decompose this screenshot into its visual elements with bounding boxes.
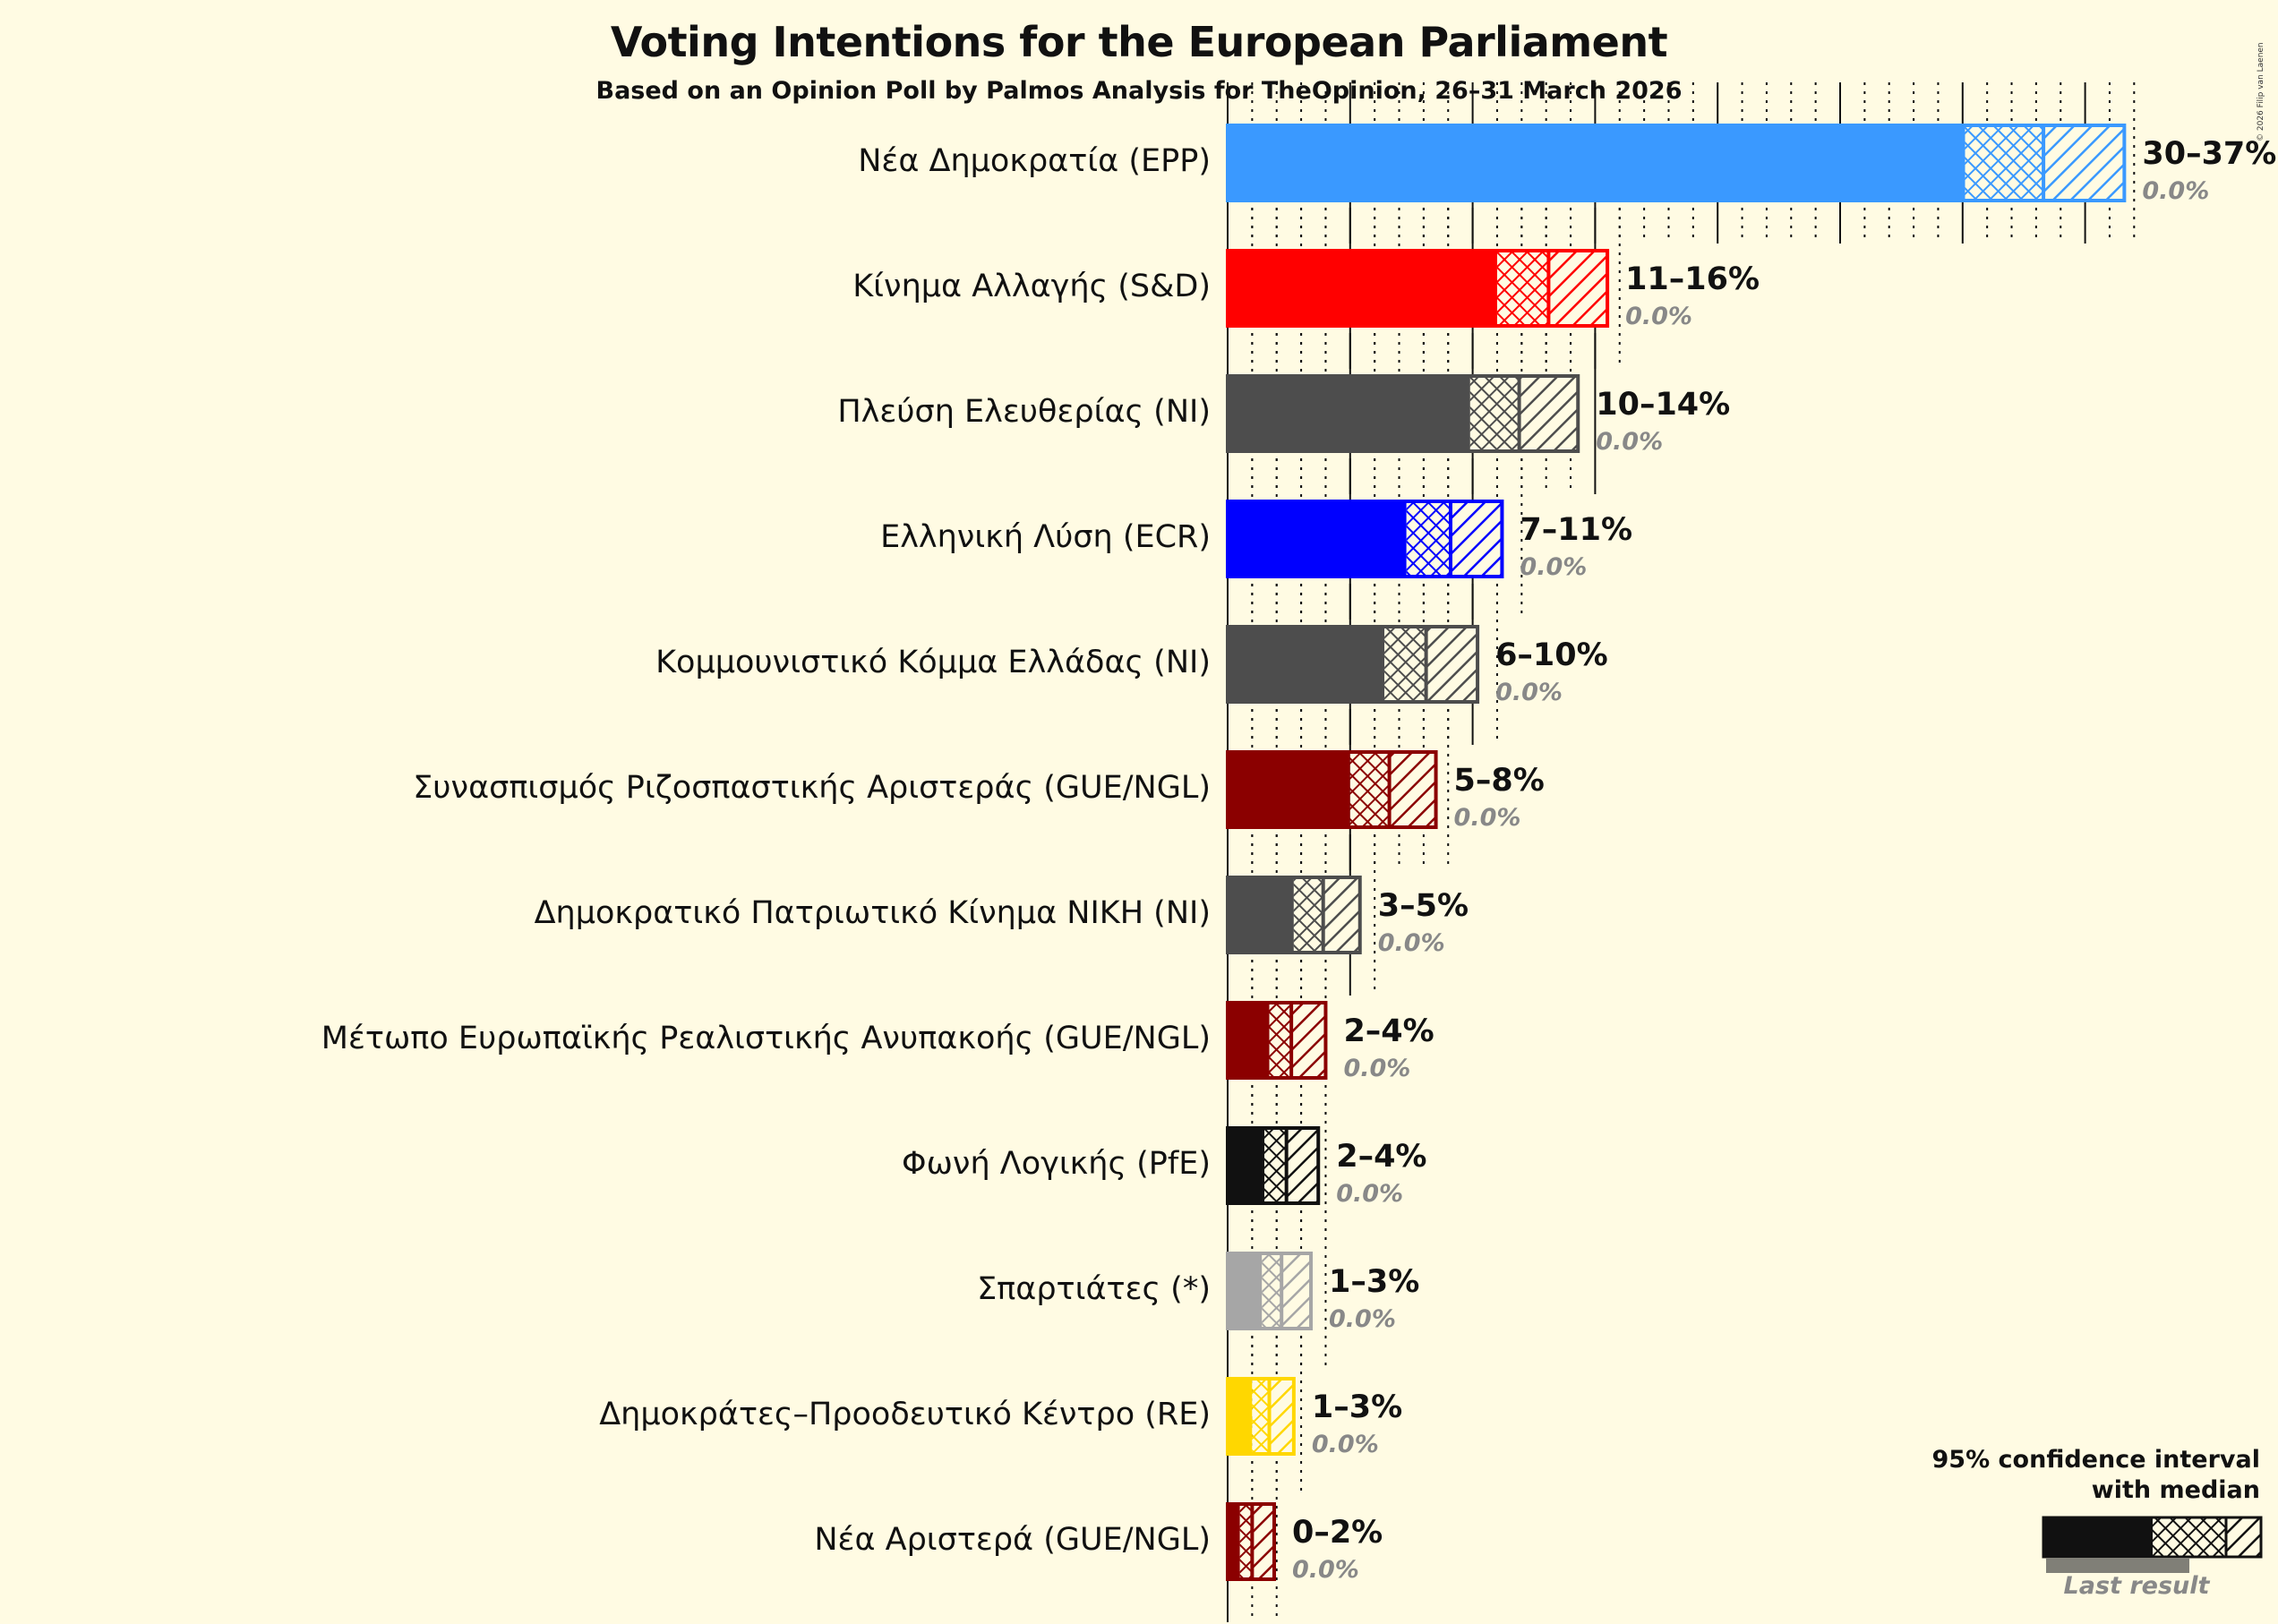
- bar-6: [1226, 876, 1362, 954]
- bar-10: [1226, 1377, 1296, 1456]
- range-label: 3–5%: [1377, 888, 1469, 924]
- bar-4: [1226, 625, 1480, 704]
- party-label: Μέτωπο Ευρωπαϊκής Ρεαλιστικής Ανυπακοής …: [321, 1021, 1211, 1056]
- last-result-label: 0.0%: [1453, 804, 1521, 832]
- bar-11: [1226, 1502, 1276, 1581]
- party-label: Δημοκρατικό Πατριωτικό Κίνημα ΝΙΚΗ (NI): [534, 895, 1211, 931]
- chart-title: Voting Intentions for the European Parli…: [610, 18, 1668, 66]
- last-result-label: 0.0%: [1329, 1305, 1396, 1333]
- party-label: Νέα Δημοκρατία (EPP): [858, 143, 1211, 179]
- range-label: 6–10%: [1495, 637, 1608, 673]
- party-label: Φωνή Λογικής (PfE): [902, 1146, 1211, 1182]
- party-label: Νέα Αριστερά (GUE/NGL): [814, 1522, 1211, 1558]
- legend-title: 95% confidence interval with median: [1932, 1445, 2260, 1506]
- range-label: 7–11%: [1520, 512, 1633, 548]
- bar-7: [1226, 1001, 1328, 1080]
- party-label: Συνασπισμός Ριζοσπαστικής Αριστεράς (GUE…: [413, 770, 1211, 806]
- bar-2: [1226, 374, 1580, 453]
- bar-0: [1226, 124, 2127, 202]
- party-label: Ελληνική Λύση (ECR): [880, 519, 1211, 555]
- range-label: 11–16%: [1625, 261, 1760, 297]
- range-label: 10–14%: [1596, 387, 1731, 423]
- legend-title-line1: 95% confidence interval: [1931, 1446, 2260, 1474]
- party-label: Πλεύση Ελευθερίας (NI): [837, 394, 1211, 430]
- range-label: 1–3%: [1329, 1264, 1420, 1300]
- last-result-label: 0.0%: [1495, 679, 1563, 706]
- last-result-label: 0.0%: [1520, 553, 1588, 581]
- last-result-label: 0.0%: [1377, 929, 1445, 957]
- party-label: Δημοκράτες–Προοδευτικό Κέντρο (RE): [599, 1397, 1211, 1432]
- legend-last-result-label: Last result: [2063, 1572, 2210, 1600]
- last-result-label: 0.0%: [1596, 428, 1664, 456]
- range-label: 2–4%: [1343, 1013, 1434, 1049]
- last-result-label: 0.0%: [1311, 1431, 1379, 1458]
- party-label: Κομμουνιστικό Κόμμα Ελλάδας (NI): [655, 645, 1211, 680]
- range-label: 1–3%: [1311, 1389, 1403, 1425]
- range-label: 0–2%: [1291, 1515, 1383, 1551]
- chart-subtitle: Based on an Opinion Poll by Palmos Analy…: [595, 77, 1683, 105]
- legend-swatch: [2042, 1516, 2263, 1573]
- last-result-label: 0.0%: [1291, 1556, 1359, 1584]
- bar-9: [1226, 1252, 1314, 1330]
- bar-8: [1226, 1126, 1321, 1205]
- last-result-label: 0.0%: [1336, 1180, 1404, 1208]
- last-result-label: 0.0%: [2142, 177, 2210, 205]
- last-result-label: 0.0%: [1625, 303, 1692, 330]
- range-label: 30–37%: [2142, 136, 2277, 172]
- party-label: Κίνημα Αλλαγής (S&D): [852, 269, 1211, 304]
- bar-5: [1226, 750, 1438, 829]
- bar-3: [1226, 500, 1504, 578]
- bar-1: [1226, 249, 1610, 328]
- legend-title-line2: with median: [2091, 1476, 2260, 1504]
- party-label: Σπαρτιάτες (*): [977, 1271, 1211, 1307]
- range-label: 2–4%: [1336, 1139, 1427, 1175]
- range-label: 5–8%: [1453, 763, 1545, 799]
- last-result-label: 0.0%: [1343, 1055, 1411, 1082]
